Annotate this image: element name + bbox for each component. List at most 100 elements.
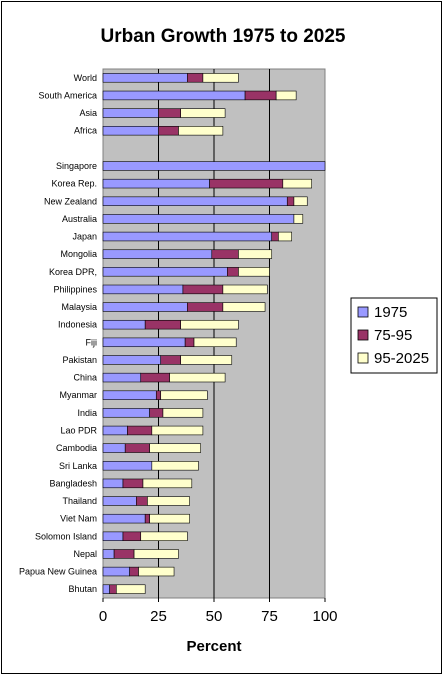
bar-malaysia-95-2025	[222, 302, 266, 312]
bar-malaysia-75-95	[187, 302, 224, 312]
bar-mongolia-75-95	[211, 249, 239, 259]
category-label: Philippines	[53, 284, 97, 294]
bar-africa-95-2025	[178, 126, 224, 136]
bar-pakistan-75-95	[160, 355, 182, 365]
legend-label: 75-95	[374, 327, 412, 344]
bar-indonesia-95-2025	[180, 319, 239, 330]
bar-new-zealand-95-2025	[293, 196, 308, 206]
category-label: Korea DPR,	[49, 267, 97, 277]
x-tick-label: 25	[150, 608, 167, 625]
bar-viet-nam-75-95	[144, 513, 150, 524]
bar-viet-nam-1975	[102, 513, 146, 524]
category-label: Singapore	[56, 161, 97, 171]
bar-papua-new-guinea-95-2025	[138, 566, 175, 577]
bar-philippines-75-95	[182, 284, 224, 295]
bar-indonesia-1975	[102, 319, 146, 330]
category-label: China	[73, 373, 97, 383]
bar-korea-rep--95-2025	[282, 178, 312, 189]
bar-japan-1975	[102, 231, 273, 242]
bar-thailand-1975	[102, 496, 137, 506]
category-label: New Zealand	[44, 196, 97, 206]
bar-lao-pdr-1975	[102, 425, 128, 436]
bar-cambodia-75-95	[124, 443, 150, 453]
category-label: Bhutan	[68, 584, 97, 594]
bar-fiji-75-95	[184, 337, 195, 348]
category-label: Indonesia	[58, 320, 97, 330]
bar-lao-pdr-75-95	[127, 425, 153, 436]
bar-india-95-2025	[162, 408, 204, 418]
bar-mongolia-1975	[102, 249, 213, 259]
x-axis-label: Percent	[186, 638, 241, 655]
bar-world-75-95	[187, 73, 204, 83]
bar-australia-95-2025	[293, 214, 304, 224]
bar-japan-75-95	[271, 231, 279, 242]
bar-bangladesh-95-2025	[142, 478, 193, 489]
bar-south-america-1975	[102, 90, 246, 101]
bar-fiji-1975	[102, 337, 186, 348]
bar-africa-1975	[102, 126, 159, 136]
category-label: Malaysia	[61, 302, 97, 312]
bar-papua-new-guinea-75-95	[129, 566, 139, 577]
bar-cambodia-95-2025	[149, 443, 201, 453]
category-label: Nepal	[73, 549, 97, 559]
category-label: Viet Nam	[60, 514, 97, 524]
bar-asia-95-2025	[180, 108, 226, 118]
category-label: Papua New Guinea	[19, 567, 97, 577]
bar-new-zealand-75-95	[286, 196, 295, 206]
bar-solomon-island-75-95	[122, 531, 142, 541]
category-label: Korea Rep.	[51, 179, 97, 189]
bar-india-1975	[102, 408, 150, 418]
category-label: Cambodia	[56, 443, 97, 453]
bar-thailand-75-95	[136, 496, 148, 506]
bar-korea-dpr--1975	[102, 267, 228, 277]
x-tick-label: 50	[206, 608, 223, 625]
bar-cambodia-1975	[102, 443, 126, 453]
bar-indonesia-75-95	[144, 319, 181, 330]
x-tick-label: 100	[312, 608, 337, 625]
bar-korea-rep--75-95	[209, 178, 284, 189]
category-label: Mongolia	[60, 249, 97, 259]
category-label: Fiji	[86, 337, 98, 347]
bar-nepal-1975	[102, 549, 115, 559]
bar-mongolia-95-2025	[238, 249, 273, 259]
bar-philippines-1975	[102, 284, 184, 295]
category-label: India	[77, 408, 97, 418]
bar-australia-1975	[102, 214, 295, 224]
bar-papua-new-guinea-1975	[102, 566, 130, 577]
bar-myanmar-1975	[102, 390, 157, 400]
bar-bhutan-1975	[102, 584, 110, 594]
bar-korea-dpr--95-2025	[238, 267, 270, 277]
bar-sri-lanka-95-2025	[151, 461, 199, 471]
bar-china-95-2025	[169, 372, 226, 383]
legend-swatch	[357, 329, 369, 341]
bar-solomon-island-95-2025	[140, 531, 188, 541]
bar-myanmar-75-95	[155, 390, 162, 400]
category-label: World	[74, 73, 97, 83]
category-label: Lao PDR	[60, 425, 97, 435]
legend-label: 95-2025	[374, 350, 429, 367]
bar-south-america-95-2025	[275, 90, 297, 101]
bar-myanmar-95-2025	[160, 390, 208, 400]
chart-title: Urban Growth 1975 to 2025	[101, 26, 346, 47]
bar-pakistan-95-2025	[180, 355, 233, 365]
bar-china-75-95	[140, 372, 170, 383]
bar-singapore-1975	[102, 161, 326, 171]
legend-swatch	[357, 306, 369, 318]
bar-bhutan-75-95	[109, 584, 117, 594]
bar-india-75-95	[149, 408, 164, 418]
bar-nepal-75-95	[113, 549, 135, 559]
bar-china-1975	[102, 372, 142, 383]
bar-korea-dpr--75-95	[227, 267, 239, 277]
legend: 1975 75-95 95-2025	[350, 297, 438, 374]
bar-viet-nam-95-2025	[149, 513, 190, 524]
bar-fiji-95-2025	[193, 337, 237, 348]
bar-pakistan-1975	[102, 355, 162, 365]
category-label: Japan	[72, 232, 97, 242]
bar-thailand-95-2025	[147, 496, 190, 506]
legend-label: 1975	[374, 304, 407, 321]
bar-bangladesh-75-95	[122, 478, 144, 489]
bar-south-america-75-95	[244, 90, 277, 101]
category-label: Asia	[79, 108, 97, 118]
